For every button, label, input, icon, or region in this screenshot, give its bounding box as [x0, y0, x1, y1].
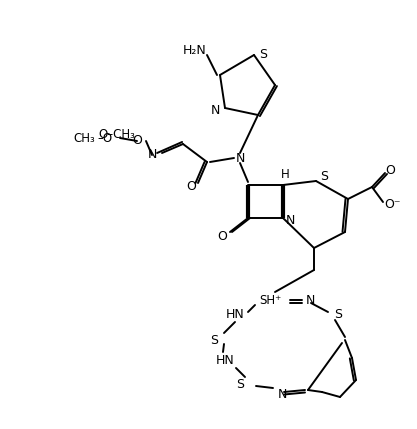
Text: N: N	[305, 293, 315, 306]
Text: HN: HN	[216, 353, 234, 366]
Text: CH₃: CH₃	[73, 132, 95, 145]
Text: S: S	[236, 378, 244, 390]
Text: N: N	[147, 148, 157, 161]
Text: O: O	[217, 230, 227, 244]
Text: –O: –O	[98, 132, 113, 145]
Text: S: S	[334, 308, 342, 321]
Text: H₂N: H₂N	[183, 43, 207, 57]
Text: O: O	[385, 164, 395, 178]
Text: N: N	[277, 387, 286, 401]
Text: N: N	[210, 103, 220, 117]
Text: N: N	[235, 151, 245, 164]
Text: O: O	[186, 181, 196, 193]
Text: H: H	[281, 167, 289, 181]
Text: SH⁺: SH⁺	[259, 293, 281, 306]
Text: S: S	[210, 333, 218, 347]
Text: S: S	[259, 48, 267, 61]
Text: N: N	[285, 214, 295, 227]
Text: S: S	[320, 170, 328, 184]
Text: O–CH₃: O–CH₃	[98, 127, 136, 141]
Text: O: O	[132, 135, 142, 148]
Text: O⁻: O⁻	[385, 197, 401, 211]
Text: HN: HN	[226, 308, 244, 321]
